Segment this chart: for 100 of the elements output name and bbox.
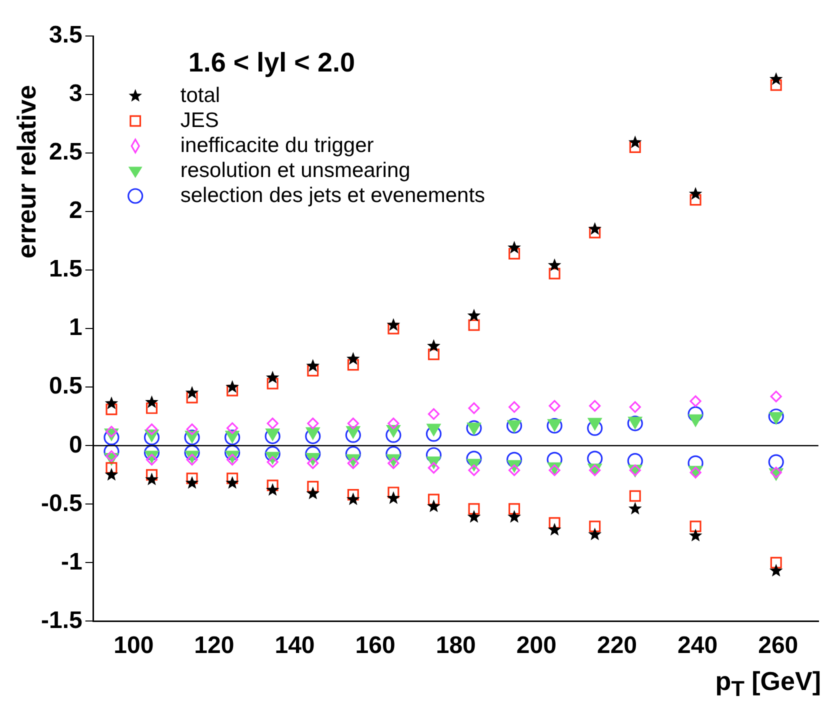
point bbox=[629, 141, 641, 153]
x-tick-label: 180 bbox=[436, 632, 476, 660]
point bbox=[186, 472, 198, 484]
point bbox=[508, 510, 521, 523]
point bbox=[508, 240, 521, 254]
point bbox=[347, 489, 359, 501]
point bbox=[388, 486, 400, 498]
point bbox=[508, 401, 520, 413]
point bbox=[226, 380, 239, 393]
point bbox=[629, 401, 641, 413]
y-tick-label: 1.5 bbox=[48, 256, 82, 283]
point bbox=[768, 408, 784, 424]
point bbox=[428, 494, 440, 506]
y-tick-label: 0 bbox=[68, 431, 82, 458]
point bbox=[388, 418, 400, 430]
legend-label: inefficacite du trigger bbox=[180, 134, 374, 157]
y-tick-label: 3.5 bbox=[48, 22, 82, 49]
point bbox=[548, 400, 560, 412]
y-axis-title: erreur relative bbox=[12, 84, 42, 258]
point bbox=[466, 450, 482, 466]
point bbox=[467, 308, 481, 322]
point bbox=[346, 492, 360, 506]
point bbox=[345, 446, 361, 462]
point bbox=[104, 468, 118, 481]
point bbox=[266, 418, 278, 430]
point bbox=[588, 222, 602, 235]
y-tick-label: 2.5 bbox=[48, 138, 82, 166]
point bbox=[468, 402, 480, 414]
point bbox=[226, 476, 239, 489]
point bbox=[589, 226, 601, 238]
point bbox=[468, 503, 480, 515]
point bbox=[548, 517, 560, 529]
point bbox=[548, 522, 562, 536]
point bbox=[264, 446, 280, 462]
point bbox=[184, 444, 200, 460]
point bbox=[224, 444, 240, 460]
legend-label: JES bbox=[180, 108, 219, 132]
point bbox=[386, 446, 402, 462]
point bbox=[186, 423, 198, 436]
point bbox=[388, 322, 400, 334]
point bbox=[266, 483, 280, 496]
point bbox=[146, 423, 158, 436]
legend-label: selection des jets et evenements bbox=[180, 184, 486, 207]
point bbox=[226, 422, 238, 434]
point bbox=[770, 556, 782, 568]
point bbox=[145, 472, 158, 486]
point bbox=[145, 395, 158, 408]
point bbox=[104, 396, 118, 410]
x-tick-label: 220 bbox=[596, 632, 638, 660]
x-tick-label: 140 bbox=[274, 632, 315, 660]
point bbox=[428, 462, 440, 474]
point bbox=[185, 386, 199, 399]
point bbox=[768, 454, 784, 470]
point bbox=[427, 500, 440, 512]
y-tick-label: 0.5 bbox=[48, 372, 82, 400]
point bbox=[144, 430, 160, 446]
point bbox=[428, 408, 440, 420]
x-axis-title: p$_{T}$ [GeV] bbox=[715, 666, 821, 702]
point bbox=[770, 79, 782, 91]
point bbox=[548, 258, 562, 272]
point bbox=[306, 359, 320, 372]
point bbox=[226, 384, 238, 396]
point bbox=[386, 427, 402, 443]
point bbox=[266, 456, 278, 468]
point bbox=[468, 464, 480, 476]
point bbox=[388, 457, 400, 469]
point bbox=[106, 462, 118, 474]
legend-label: resolution et unsmearing bbox=[180, 158, 410, 182]
point bbox=[467, 510, 481, 523]
x-tick-label: 160 bbox=[355, 632, 396, 660]
point bbox=[386, 318, 400, 331]
point bbox=[688, 406, 704, 422]
point bbox=[266, 480, 278, 492]
point bbox=[347, 418, 359, 430]
legend-label: total bbox=[180, 84, 220, 107]
point bbox=[185, 476, 199, 489]
point bbox=[588, 528, 602, 540]
point bbox=[468, 319, 480, 331]
point bbox=[587, 420, 603, 436]
point bbox=[346, 352, 360, 365]
point bbox=[307, 457, 319, 469]
point bbox=[428, 348, 440, 360]
point bbox=[426, 426, 442, 442]
point bbox=[770, 390, 782, 402]
point bbox=[589, 520, 601, 532]
point bbox=[628, 136, 642, 148]
annotation: 1.6 < lyl < 2.0 bbox=[188, 47, 355, 78]
point bbox=[144, 444, 160, 460]
point bbox=[266, 378, 278, 390]
x-tick-label: 200 bbox=[516, 632, 556, 660]
point bbox=[589, 400, 601, 412]
point bbox=[629, 490, 641, 502]
point bbox=[186, 454, 198, 466]
point bbox=[106, 426, 118, 438]
y-tick-label: 3 bbox=[68, 80, 82, 108]
x-tick-label: 120 bbox=[194, 632, 234, 660]
point bbox=[508, 503, 520, 515]
point bbox=[508, 464, 520, 476]
point bbox=[690, 194, 702, 206]
point bbox=[386, 491, 400, 504]
